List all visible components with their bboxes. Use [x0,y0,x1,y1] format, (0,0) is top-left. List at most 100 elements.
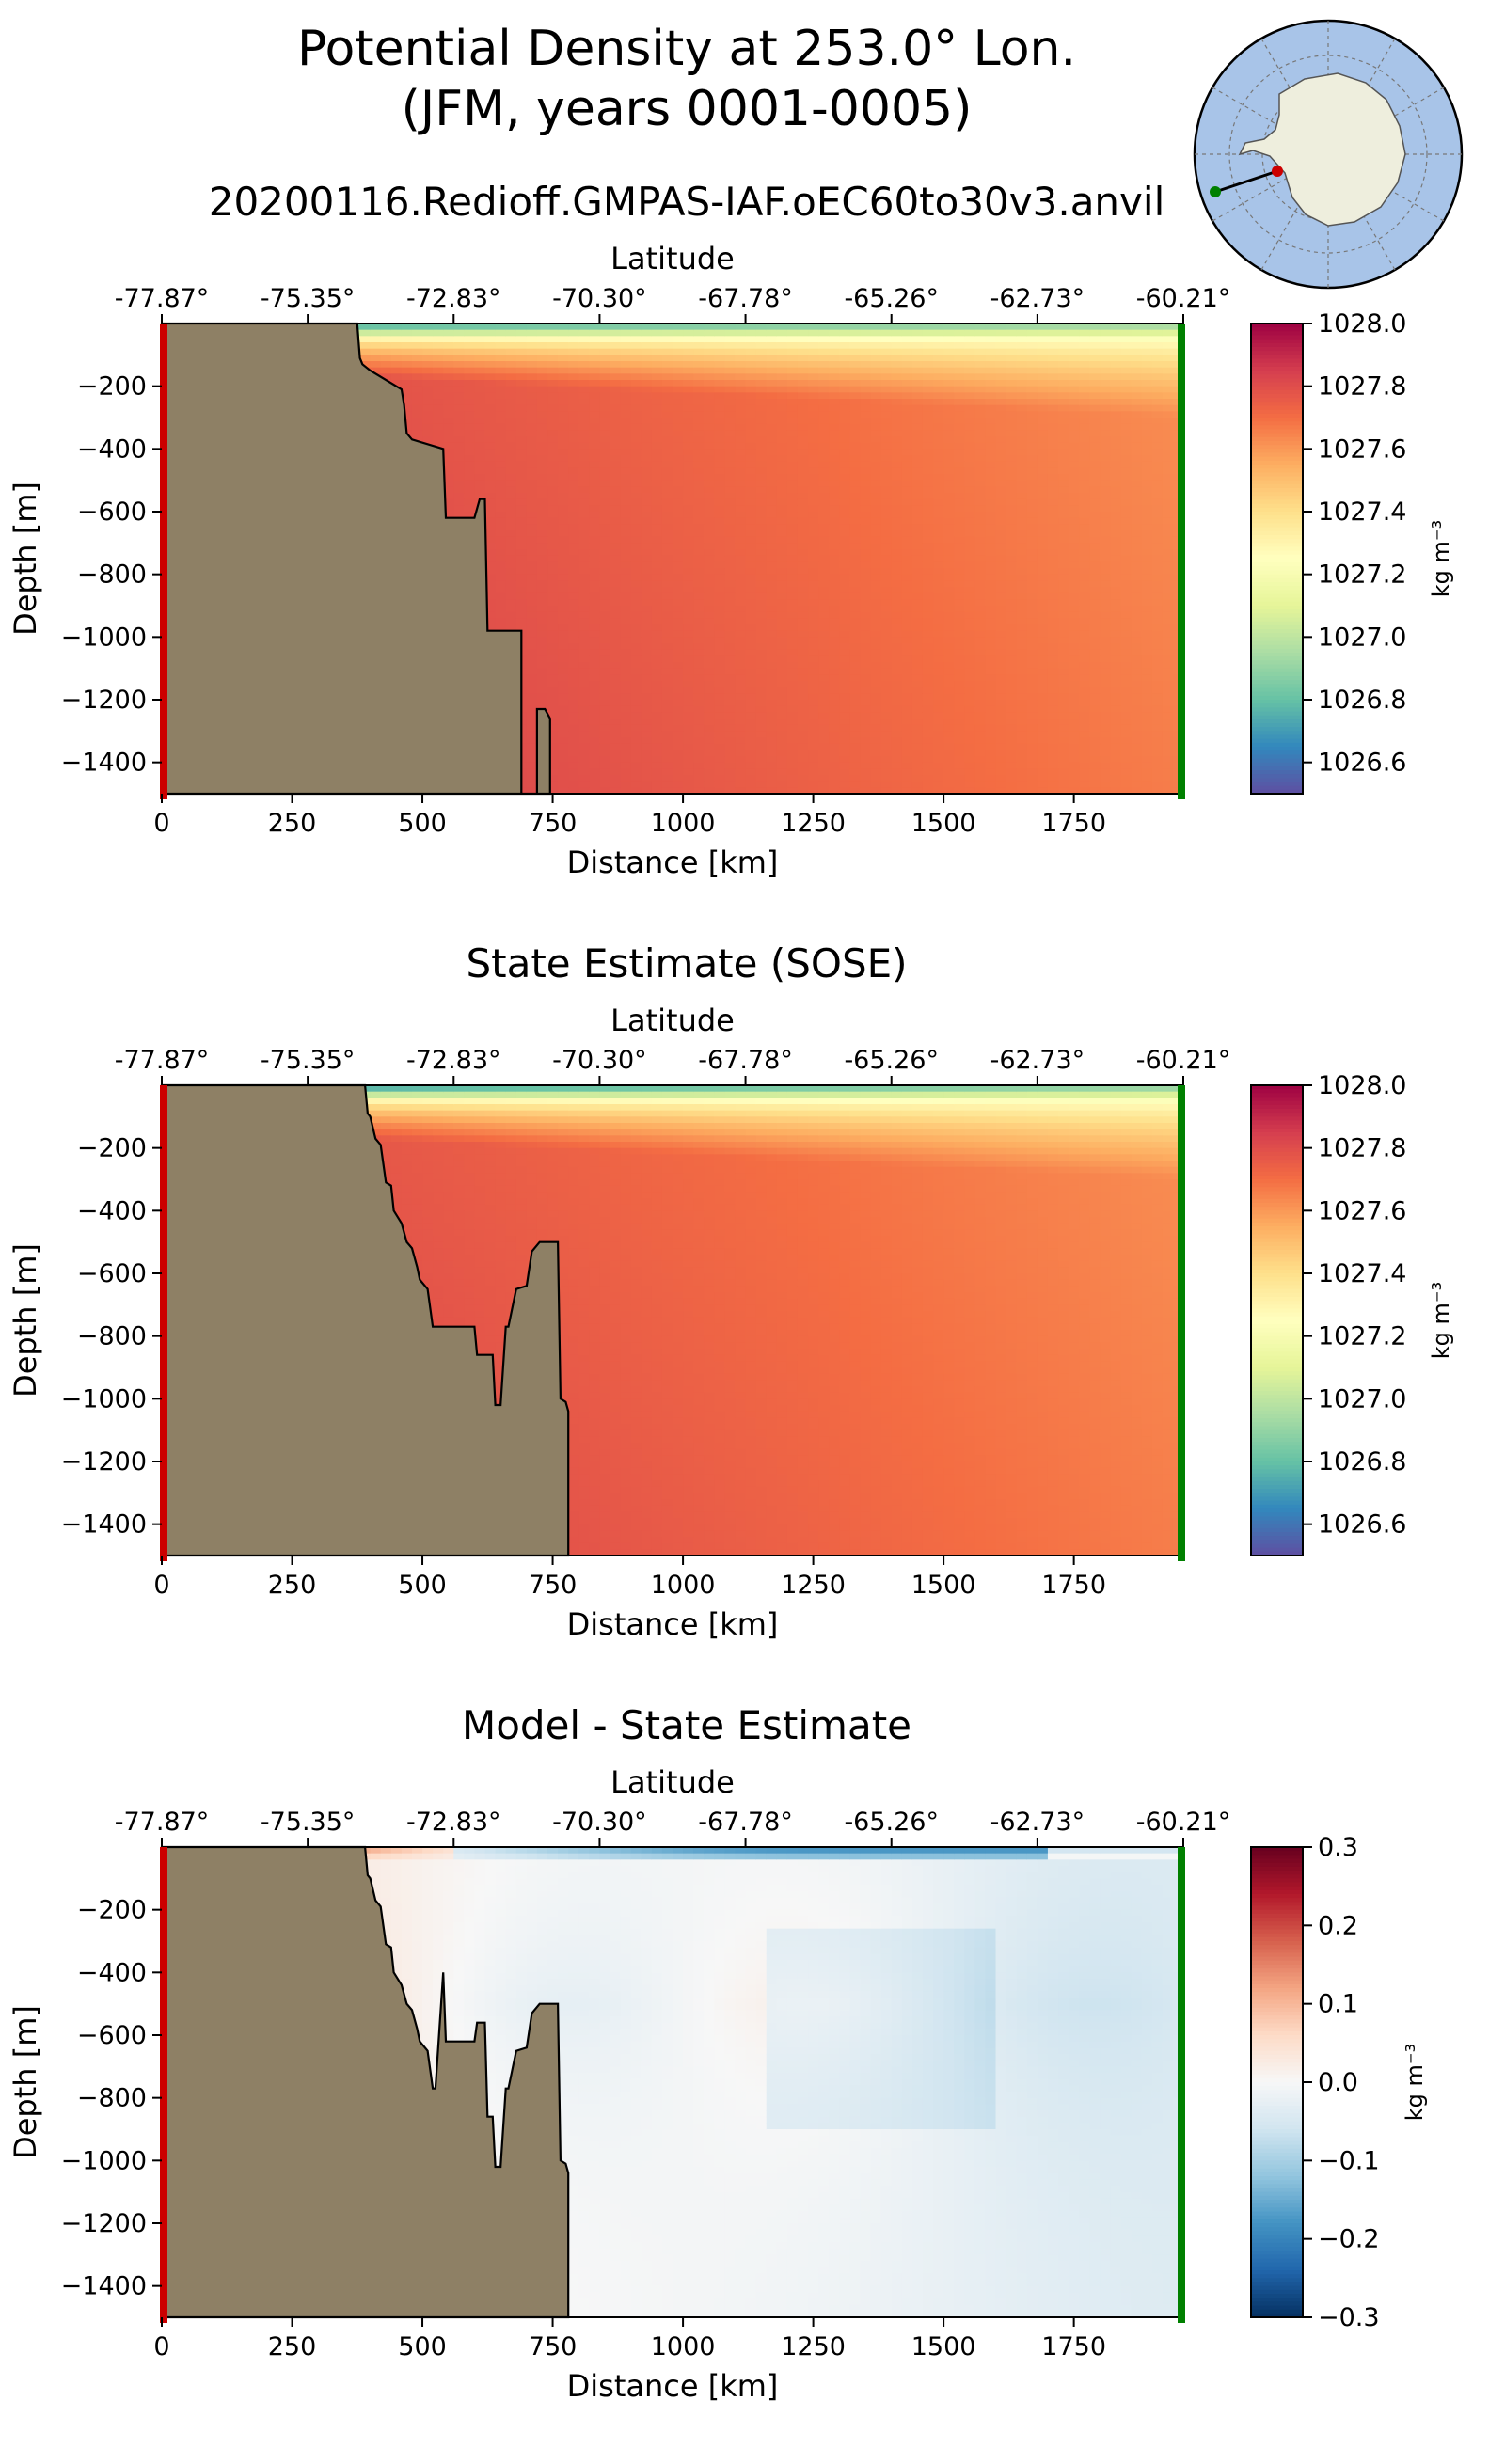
field-cell [724,669,736,675]
field-cell [787,355,799,361]
field-cell [621,763,632,769]
field-cell [527,481,538,487]
field-cell [547,669,559,675]
field-cell [787,405,799,412]
field-cell [787,399,799,405]
field-cell [652,549,663,556]
field-cell [652,681,663,687]
field-cell [506,336,517,342]
field-cell [662,706,673,713]
field-cell [443,399,454,405]
field-cell [474,392,485,399]
field-cell [798,756,809,763]
field-cell [704,655,715,662]
field-cell [433,380,444,387]
field-cell [621,518,632,525]
field-cell [735,606,746,612]
field-cell [673,775,684,782]
field-cell [777,336,788,342]
field-cell [547,405,559,412]
field-cell [610,467,622,474]
field-cell [839,681,850,687]
field-cell [578,556,590,562]
field-cell [673,618,684,624]
field-cell [453,436,465,443]
field-cell [558,650,569,656]
field-cell [693,662,705,669]
field-cell [527,493,538,499]
field-cell [621,750,632,756]
field-cell [704,368,715,374]
field-cell [849,436,861,443]
field-cell [422,361,434,368]
field-cell [787,700,799,706]
field-cell [558,662,569,669]
field-cell [746,606,757,612]
field-cell [506,467,517,474]
field-cell [798,499,809,506]
field-cell [829,349,840,355]
field-cell [735,587,746,593]
field-cell [724,580,736,587]
field-cell [652,662,663,669]
field-cell [443,449,454,455]
field-cell [464,455,475,462]
field-cell [631,580,642,587]
field-cell [371,361,382,368]
field-cell [714,324,725,330]
field-cell [673,543,684,549]
field-cell [485,443,497,450]
field-cell [496,474,507,481]
field-cell [818,443,830,450]
field-cell [558,655,569,662]
field-cell [673,486,684,493]
field-cell [568,612,579,619]
field-cell [506,324,517,330]
field-cell [558,336,569,342]
field-cell [402,373,413,380]
field-cell [818,405,830,412]
field-cell [558,481,569,487]
field-cell [839,486,850,493]
field-cell [474,405,485,412]
field-cell [621,474,632,481]
field-cell [818,606,830,612]
field-cell [683,612,694,619]
field-cell [756,631,768,638]
field-cell [808,700,819,706]
field-cell [829,712,840,719]
field-cell [589,756,600,763]
field-cell [610,587,622,593]
field-cell [767,530,778,537]
field-cell [599,467,610,474]
field-cell [829,744,840,750]
field-cell [621,631,632,638]
field-cell [506,443,517,450]
field-cell [808,387,819,393]
field-cell [599,373,610,380]
field-cell [829,324,840,330]
field-cell [798,549,809,556]
field-cell [704,575,715,581]
field-cell [673,512,684,518]
field-cell [631,650,642,656]
field-cell [777,405,788,412]
field-cell [568,455,579,462]
field-cell [704,449,715,455]
field-cell [652,650,663,656]
field-cell [443,436,454,443]
field-cell [381,330,392,337]
field-cell [683,750,694,756]
field-cell [735,687,746,694]
field-cell [527,373,538,380]
field-cell [818,750,830,756]
field-cell [568,373,579,380]
field-cell [568,568,579,575]
field-cell [402,330,413,337]
field-cell [453,455,465,462]
field-cell [724,643,736,650]
field-cell [599,486,610,493]
field-cell [516,493,528,499]
field-cell [756,618,768,624]
field-cell [756,392,768,399]
